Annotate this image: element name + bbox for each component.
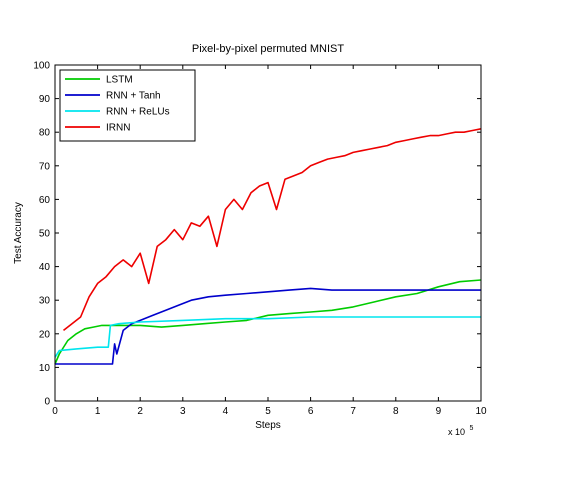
y-tick-label: 20 bbox=[39, 329, 51, 340]
x-axis-multiplier-exponent: 5 bbox=[469, 425, 473, 432]
legend: LSTM RNN + Tanh RNN + ReLUs IRNN bbox=[59, 69, 196, 142]
legend-entry-label: RNN + Tanh bbox=[106, 91, 161, 102]
chart-title: Pixel-by-pixel permuted MNIST bbox=[192, 43, 344, 55]
x-tick-label: 5 bbox=[265, 406, 271, 417]
x-tick-label: 3 bbox=[180, 406, 186, 417]
x-axis-label: Steps bbox=[255, 420, 281, 431]
x-tick-label: 8 bbox=[393, 406, 399, 417]
series-line-lstm bbox=[54, 279, 482, 365]
y-tick-label: 70 bbox=[39, 161, 51, 172]
x-tick-label: 7 bbox=[350, 406, 356, 417]
legend-box bbox=[59, 69, 196, 142]
y-axis-label: Test Accuracy bbox=[13, 202, 24, 264]
x-axis-ticks: 0 1 2 3 4 5 6 7 8 9 10 bbox=[52, 65, 487, 417]
y-tick-label: 80 bbox=[39, 128, 51, 139]
legend-entry-label: RNN + ReLUs bbox=[106, 107, 170, 118]
y-tick-label: 30 bbox=[39, 296, 51, 307]
x-axis-multiplier: x 10 5 bbox=[448, 422, 473, 439]
legend-entry-label: LSTM bbox=[106, 75, 133, 86]
series-line-rnn-tanh bbox=[55, 287, 481, 365]
y-tick-label: 50 bbox=[39, 229, 51, 240]
y-tick-label: 0 bbox=[44, 397, 50, 408]
x-tick-label: 0 bbox=[52, 406, 58, 417]
series-layer bbox=[54, 128, 482, 365]
series-line-rnn-relus bbox=[54, 316, 481, 358]
x-tick-label: 4 bbox=[223, 406, 229, 417]
x-tick-label: 6 bbox=[308, 406, 314, 417]
y-tick-label: 10 bbox=[39, 363, 51, 374]
y-tick-label: 40 bbox=[39, 262, 51, 273]
y-axis-ticks: 0 10 20 30 40 50 60 70 80 90 100 bbox=[33, 61, 481, 408]
x-tick-label: 2 bbox=[137, 406, 143, 417]
x-tick-label: 1 bbox=[95, 406, 101, 417]
x-tick-label: 9 bbox=[436, 406, 442, 417]
y-tick-label: 100 bbox=[33, 61, 50, 72]
legend-entry-label: IRNN bbox=[106, 123, 130, 134]
x-tick-label: 10 bbox=[475, 406, 487, 417]
x-axis-multiplier-base: x 10 bbox=[448, 427, 465, 437]
series-line-irnn bbox=[63, 128, 482, 332]
y-tick-label: 90 bbox=[39, 94, 51, 105]
y-tick-label: 60 bbox=[39, 195, 51, 206]
